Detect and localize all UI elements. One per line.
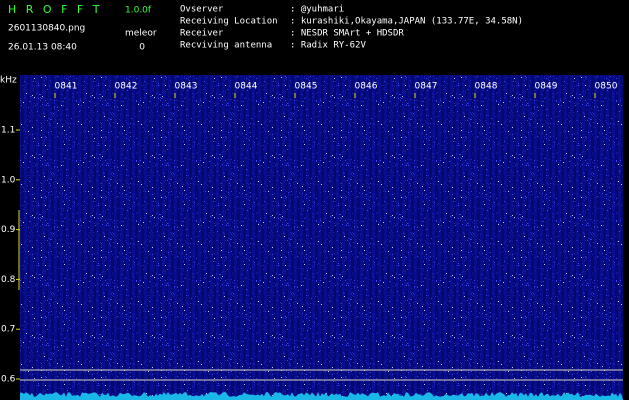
time-label: 0847 [415,82,438,92]
noise-floor [20,392,623,400]
info-value: : Radix RY-62V [290,41,366,51]
freq-label: 1.0 [1,175,16,185]
time-label: 0850 [595,82,618,92]
time-label: 0844 [235,82,258,92]
unit: kHz [0,76,17,86]
datetime: 26.01.13 08:40 [8,43,77,53]
time-label: 0848 [475,82,498,92]
time-label: 0849 [535,82,558,92]
freq-label: 0.9 [1,225,16,235]
app-name: H R O F F T [8,3,102,16]
freq-label: 0.8 [1,275,16,285]
info-value: : kurashiki,Okayama,JAPAN (133.77E, 34.5… [290,17,523,27]
time-label: 0845 [295,82,318,92]
time-label: 0842 [115,82,138,92]
info-label: Recviving antenna [180,41,272,51]
freq-label: 0.6 [1,375,16,385]
file-name: 2601130840.png [8,24,85,34]
mode: meleor [125,29,157,39]
time-label: 0841 [55,82,78,92]
count: 0 [139,43,145,53]
info-label: Receiver [180,29,224,39]
freq-label: 1.1 [1,126,15,136]
time-label: 0843 [175,82,198,92]
info-label: Ovserver [180,5,224,15]
version: 1.0.0f [125,6,152,16]
freq-label: 0.7 [1,325,15,335]
time-label: 0846 [355,82,378,92]
waterfall [20,75,623,400]
info-value: : @yuhmari [290,5,344,15]
info-value: : NESDR SMArt + HDSDR [290,29,404,39]
info-label: Receiving Location [180,17,278,27]
